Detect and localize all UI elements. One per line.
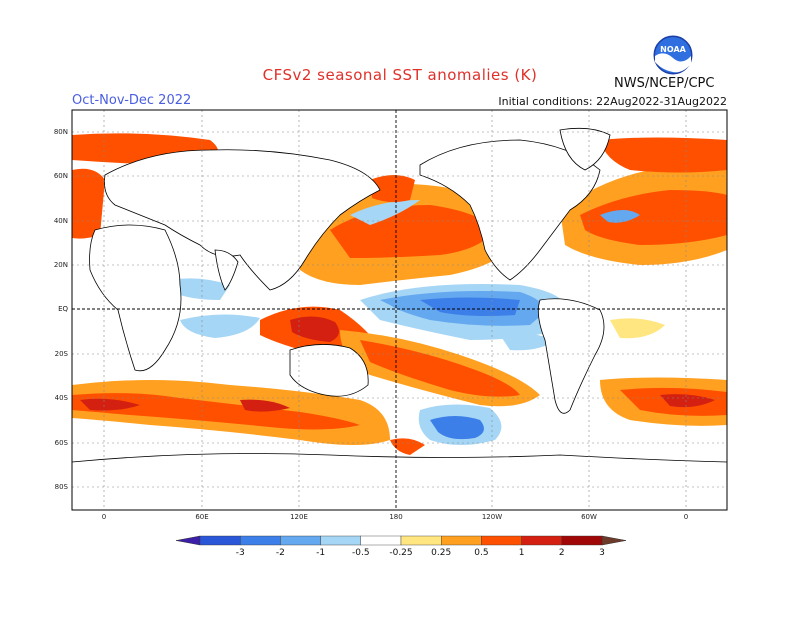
colorbar-swatch	[400, 535, 442, 546]
lat-tick: 40S	[55, 394, 69, 402]
lat-tick: 60N	[54, 172, 68, 180]
lat-tick: 20N	[54, 261, 68, 269]
map-title: CFSv2 seasonal SST anomalies (K)	[262, 66, 538, 84]
colorbar-label: 3	[599, 548, 605, 558]
colorbar-label: -0.25	[389, 548, 413, 558]
lon-tick: 0	[684, 513, 688, 521]
lon-tick: 120W	[482, 513, 502, 521]
lon-tick: 180	[389, 513, 402, 521]
colorbar-swatch	[561, 535, 603, 546]
lon-tick: 60W	[581, 513, 597, 521]
lat-tick: 80S	[55, 483, 69, 491]
anomaly-field	[72, 127, 727, 510]
lat-tick: 60S	[55, 439, 69, 447]
lon-tick: 0	[102, 513, 106, 521]
noaa-logo: NOAA	[652, 34, 694, 80]
lat-tick: EQ	[58, 305, 68, 313]
colorbar-arrow-high	[601, 535, 627, 546]
colorbar-label: -2	[275, 548, 285, 558]
colorbar-arrow-low	[175, 535, 201, 546]
land-outlines	[72, 127, 727, 510]
lon-tick: 60E	[195, 513, 208, 521]
lon-tick: 120E	[290, 513, 308, 521]
colorbar-label: 1	[518, 548, 525, 558]
lat-tick: 20S	[55, 350, 69, 358]
initial-conditions: Initial conditions: 22Aug2022-31Aug2022	[498, 95, 727, 108]
colorbar	[175, 535, 627, 546]
gridlines	[72, 110, 727, 510]
colorbar-swatch	[521, 535, 562, 546]
colorbar-swatch	[199, 535, 241, 546]
svg-text:NOAA: NOAA	[660, 45, 686, 54]
lat-ticks: 80N 60N 40N 20N EQ 20S 40S 60S 80S	[54, 128, 69, 491]
colorbar-swatch	[360, 535, 402, 546]
colorbar-swatch	[441, 535, 482, 546]
map-border	[71, 109, 728, 511]
colorbar-label: -1	[316, 548, 326, 558]
colorbar-label: -3	[235, 548, 245, 558]
forecast-period: Oct-Nov-Dec 2022	[72, 93, 192, 108]
lat-tick: 80N	[54, 128, 68, 136]
colorbar-label: -0.5	[352, 548, 370, 558]
colorbar-swatch	[320, 535, 362, 546]
agency-label: NWS/NCEP/CPC	[614, 76, 715, 91]
colorbar-swatch	[481, 535, 522, 546]
colorbar-swatch	[280, 535, 321, 546]
lon-ticks: 0 60E 120E 180 120W 60W 0	[102, 513, 688, 521]
equator-dateline	[72, 110, 727, 510]
colorbar-label: 0.5	[474, 548, 489, 558]
lat-tick: 40N	[54, 217, 68, 225]
colorbar-swatch	[239, 535, 281, 546]
colorbar-label: 2	[558, 548, 565, 558]
colorbar-label: 0.25	[431, 548, 452, 558]
